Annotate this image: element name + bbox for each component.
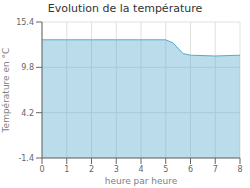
svg-text:7: 7 (213, 165, 218, 174)
svg-text:3: 3 (114, 165, 119, 174)
svg-text:2: 2 (89, 165, 94, 174)
svg-text:8: 8 (237, 165, 242, 174)
html-text:Evolution de la température: Evolution de la température (47, 2, 203, 15)
svg-text:6: 6 (188, 165, 193, 174)
svg-text:9.8: 9.8 (21, 63, 34, 72)
svg-text:0: 0 (39, 165, 44, 174)
svg-text:5: 5 (163, 165, 168, 174)
svg-text:Température en °C: Température en °C (8, 48, 11, 134)
svg-text:4: 4 (138, 165, 143, 174)
svg-text:heure par heure: heure par heure (105, 176, 178, 186)
svg-text:1: 1 (64, 165, 69, 174)
svg-text:4.2: 4.2 (21, 109, 34, 118)
svg-text:15.4: 15.4 (16, 18, 34, 27)
svg-text:-1.4: -1.4 (18, 154, 34, 163)
